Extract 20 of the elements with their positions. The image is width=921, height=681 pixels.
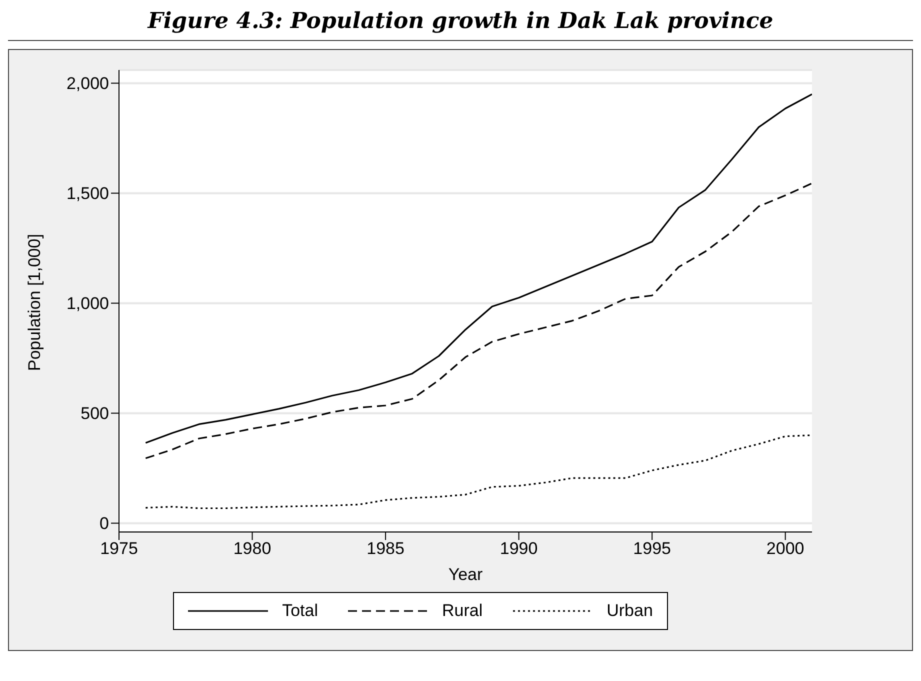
y-tick-label: 0	[100, 514, 109, 534]
x-tick-label: 1980	[233, 539, 272, 558]
legend-label: Urban	[606, 601, 653, 621]
x-tick-label: 2000	[766, 539, 804, 558]
y-axis-title: Population [1,000]	[25, 234, 44, 371]
chart-title: Figure 4.3: Population growth in Dak Lak province	[8, 8, 913, 41]
line-series	[144, 434, 812, 510]
x-tick-label: 1985	[366, 539, 404, 558]
line-series	[144, 93, 812, 444]
legend-label: Total	[282, 601, 318, 621]
line-series	[144, 182, 812, 460]
x-tick-label: 1975	[100, 539, 138, 558]
x-tick-label: 1995	[633, 539, 671, 558]
y-tick-label: 2,000	[66, 74, 109, 94]
y-tick-label: 1,500	[66, 184, 109, 204]
x-axis-title: Year	[448, 565, 484, 584]
y-tick-label: 1,000	[66, 294, 109, 314]
legend-label: Rural	[442, 601, 483, 621]
x-tick-label: 1990	[500, 539, 538, 558]
y-tick-label: 500	[80, 404, 109, 424]
